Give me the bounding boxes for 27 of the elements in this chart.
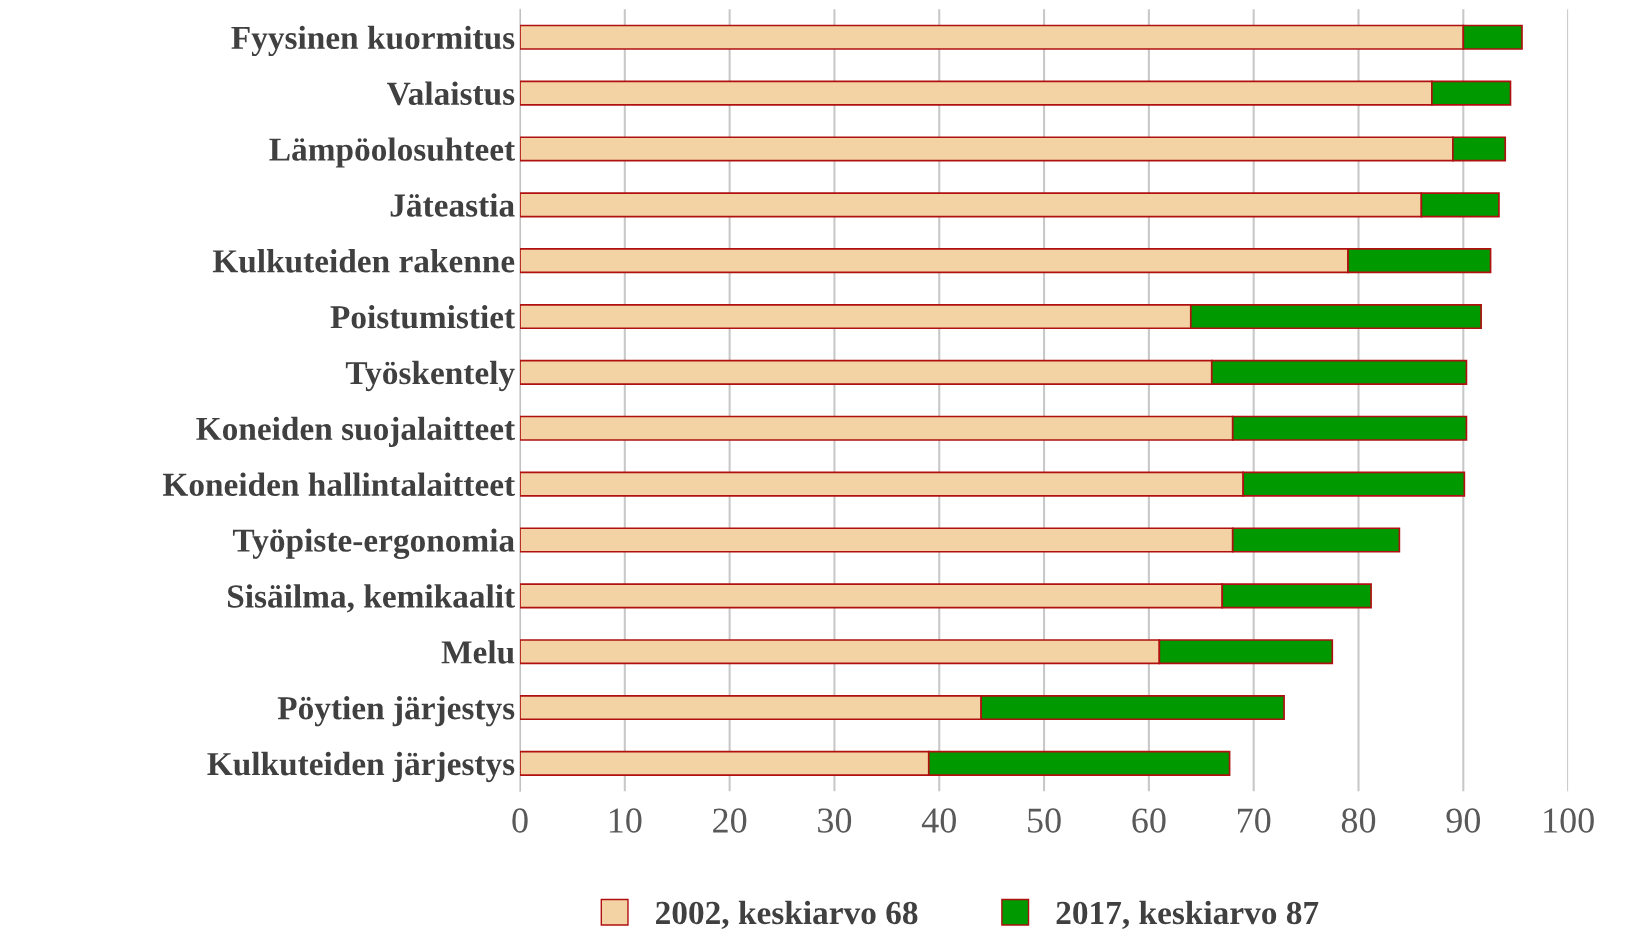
y-tick-label: Kulkuteiden rakenne (212, 249, 515, 273)
y-tick-label: Työskentely (345, 360, 515, 392)
y-tick-label: Valaistus (387, 81, 515, 106)
legend-label: 2002, keskiarvo 68 (656, 900, 918, 930)
x-tick-label: 60 (1132, 808, 1166, 833)
x-tick-label: 0 (512, 808, 528, 833)
x-tick-label: 10 (609, 808, 642, 833)
x-tick-label: 90 (1446, 808, 1480, 833)
y-tick-label: Melu (441, 640, 515, 664)
legend-label: 2017, keskiarvo 87 (1056, 900, 1319, 930)
x-tick-label: 80 (1341, 808, 1376, 833)
y-tick-label: Kulkuteiden järjestys (207, 751, 515, 783)
y-tick-label: Poistumistiet (330, 304, 515, 329)
y-tick-label: Koneiden hallintalaitteet (162, 472, 515, 497)
y-tick-label: Sisäilma, kemikaalit (228, 584, 515, 613)
x-tick-label: 70 (1238, 808, 1271, 833)
x-tick-label: 30 (818, 808, 852, 833)
y-tick-label: Pöytien järjestys (277, 695, 515, 727)
x-tick-label: 50 (1028, 808, 1061, 833)
x-tick-label: 40 (921, 808, 956, 833)
y-tick-label: Lämpöolosuhteet (269, 137, 515, 168)
x-tick-label: 20 (713, 808, 747, 833)
y-tick-label: Työpiste-ergonomia (232, 528, 515, 559)
y-tick-label: Jäteastia (390, 193, 515, 217)
y-tick-label: Fyysinen kuormitus (231, 25, 515, 56)
y-tick-label: Koneiden suojalaitteet (196, 416, 515, 447)
x-tick-label: 100 (1544, 808, 1594, 833)
